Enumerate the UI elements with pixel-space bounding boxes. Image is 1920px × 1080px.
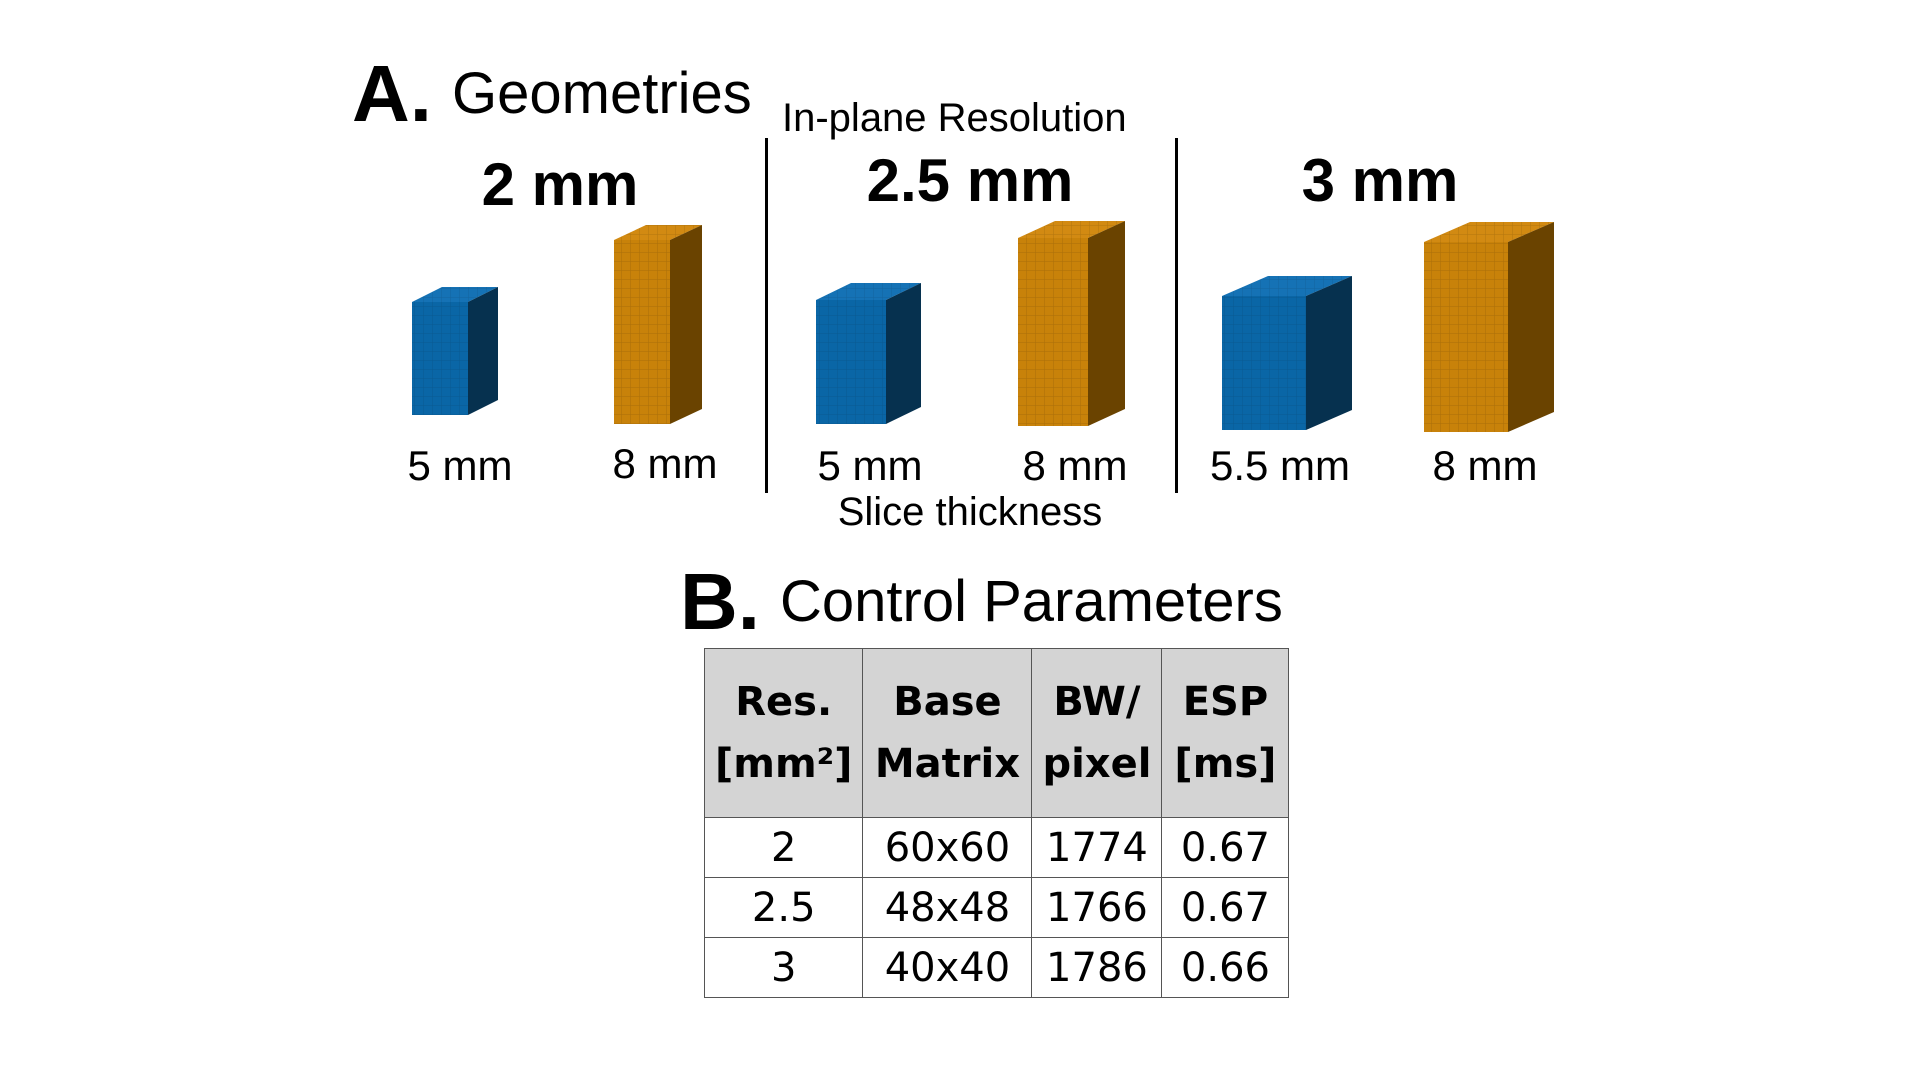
cell-matrix: 40x40 [862,937,1033,998]
voxel-box-2mm-8mm [614,225,702,424]
voxel-top-grid [614,225,702,240]
section-b-letter: B. [680,557,760,646]
voxel-front-grid [1018,238,1088,426]
cell-esp: 0.67 [1161,817,1290,878]
voxel-top-grid [412,287,498,302]
cell-res: 3 [703,937,864,998]
voxel-side-face [886,283,921,424]
voxel-side-face [1306,276,1352,430]
thickness-label-g1-thick: 8 mm [612,440,718,487]
voxel-side-face [670,225,702,424]
resolution-title-2mm: 2 mm [481,151,639,218]
table-header-row: Res. [mm²] Base Matrix BW/pixel ESP [ms] [703,648,1290,818]
header-base-line2: Matrix [874,741,1021,787]
voxel-front-grid [1222,296,1306,430]
header-esp-line1: ESP [1182,679,1269,725]
header-bw-pixel: BW/pixel [1031,648,1163,818]
group-divider-left [765,138,768,493]
voxel-box-2mm-5mm [412,287,498,415]
voxel-side-face [468,287,498,415]
section-a-title: Geometries [452,61,752,126]
voxel-top-grid [1018,221,1125,238]
header-res: Res. [mm²] [703,648,864,818]
voxel-box-2-5mm-5mm [816,283,921,424]
table-row: 2 60x60 1774 0.67 [703,817,1290,878]
table-row: 2.5 48x48 1766 0.67 [703,877,1290,938]
header-base-line1: Base [893,679,1002,725]
control-parameters-table: Res. [mm²] Base Matrix BW/pixel ESP [ms] 2 … [703,648,1290,998]
voxel-side-face [1508,222,1554,432]
header-esp-line2: [ms] [1174,741,1277,787]
header-bw-line2: pixel [1042,741,1152,787]
header-base-matrix: Base Matrix [862,648,1033,818]
cell-bw: 1786 [1031,937,1163,998]
cell-esp: 0.66 [1161,937,1290,998]
voxel-box-3mm-5-5mm [1222,276,1352,430]
voxel-top-grid [1222,276,1352,296]
cell-res: 2.5 [703,877,864,938]
voxel-front-grid [816,300,886,424]
voxel-front-grid [412,302,468,415]
header-res-line2: [mm²] [715,741,853,787]
cell-res: 2 [703,817,864,878]
cell-bw: 1766 [1031,877,1163,938]
voxel-box-3mm-8mm [1424,222,1554,432]
resolution-title-2-5mm: 2.5 mm [866,147,1074,214]
section-a-letter: A. [352,49,432,138]
table-row: 3 40x40 1786 0.66 [703,937,1290,998]
section-b-title: Control Parameters [780,569,1283,634]
header-res-line1: Res. [735,679,833,725]
cell-bw: 1774 [1031,817,1163,878]
thickness-label-g2-thick: 8 mm [1022,442,1128,489]
in-plane-resolution-label: In-plane Resolution [782,96,1127,140]
slice-thickness-label: Slice thickness [837,490,1103,534]
thickness-label-g3-thick: 8 mm [1432,442,1538,489]
resolution-title-3mm: 3 mm [1301,147,1459,214]
voxel-box-2-5mm-8mm [1018,221,1125,426]
group-divider-right [1175,138,1178,493]
voxel-side-face [1088,221,1125,426]
cell-esp: 0.67 [1161,877,1290,938]
cell-matrix: 48x48 [862,877,1033,938]
header-esp: ESP [ms] [1161,648,1290,818]
thickness-label-g2-thin: 5 mm [817,442,923,489]
thickness-label-g1-thin: 5 mm [407,442,513,489]
voxel-front-grid [1424,242,1508,432]
cell-matrix: 60x60 [862,817,1033,878]
voxel-front-grid [614,240,670,424]
thickness-label-g3-thin: 5.5 mm [1209,442,1351,489]
header-bw-line1: BW/ [1053,679,1141,725]
voxel-top-grid [1424,222,1554,242]
